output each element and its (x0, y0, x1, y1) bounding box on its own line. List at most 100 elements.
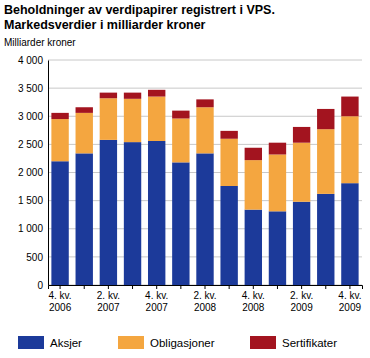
y-tick: 1 000 (18, 223, 48, 234)
bar (220, 139, 237, 186)
x-tick (277, 285, 278, 289)
legend-label: Sertifikater (282, 337, 337, 349)
legend-label: Aksjer (50, 337, 82, 349)
bar (269, 155, 286, 212)
bar (341, 97, 358, 117)
bar (51, 113, 68, 119)
bar (196, 153, 213, 285)
bar (293, 143, 310, 202)
y-tick-label: 2 500 (18, 139, 43, 150)
y-tick: 3 500 (18, 83, 48, 94)
bar (220, 186, 237, 285)
y-axis-line (48, 61, 49, 286)
bar (148, 97, 165, 141)
bar (245, 148, 262, 160)
x-tick-label: 2. kv.2009 (290, 290, 313, 313)
x-tick-mark (108, 285, 109, 289)
series (51, 90, 358, 160)
x-tick-mark (301, 285, 302, 289)
bar (100, 140, 117, 285)
y-tick: 0 (37, 280, 48, 291)
plot: 0 500 1 000 1 500 2 000 2 500 3 000 3 500 4 000 4… (18, 55, 363, 313)
x-tick: 4. kv.2006 (48, 285, 71, 313)
bar (245, 160, 262, 210)
x-tick (180, 285, 181, 289)
y-tick-label: 3 500 (18, 83, 43, 94)
bar (100, 98, 117, 140)
y-tick: 500 (26, 252, 48, 263)
bar (172, 119, 189, 163)
title: Beholdninger av verdipapirer registrert … (4, 3, 275, 17)
x-axis-line (49, 286, 363, 290)
bar (317, 109, 334, 129)
x-tick-label: 4. kv.2008 (242, 290, 265, 313)
y-tick: 4 000 (18, 55, 48, 66)
y-tick-label: 0 (37, 280, 43, 291)
bar (76, 107, 93, 113)
x-tick-label: 2. kv.2007 (97, 290, 120, 313)
y-tick-label: 500 (26, 252, 43, 263)
x-axis: 4. kv.2006 2. kv.2007 4. kv.2007 2. kv.2008… (48, 285, 362, 313)
x-tick (132, 285, 133, 289)
bar (269, 143, 286, 155)
x-tick (325, 285, 326, 289)
x-tick-mark (132, 285, 133, 289)
y-tick: 2 000 (18, 167, 48, 178)
x-tick (229, 285, 230, 289)
x-tick-label: 4. kv.2006 (48, 290, 71, 313)
x-tick-label: 4. kv.2007 (145, 290, 168, 313)
x-tick-mark (325, 285, 326, 289)
bar (148, 141, 165, 285)
bar (124, 142, 141, 285)
x-tick-mark (205, 285, 206, 289)
x-tick-mark (180, 285, 181, 289)
x-tick: 4. kv.2007 (145, 285, 168, 313)
bar (317, 194, 334, 285)
bar (76, 153, 93, 285)
bar (172, 111, 189, 119)
bar (51, 119, 68, 161)
x-tick-mark (253, 285, 254, 289)
bar (124, 99, 141, 142)
series (51, 140, 358, 285)
y-tick-label: 1 500 (18, 195, 43, 206)
bar (245, 210, 262, 285)
x-tick: 2. kv.2007 (97, 285, 120, 313)
grid-line (48, 60, 362, 61)
legend: Aksjer Obligasjoner Sertifikater (18, 336, 337, 349)
x-tick-mark (229, 285, 230, 289)
grid (48, 60, 362, 285)
x-tick: 4. kv.2009 (338, 285, 361, 313)
legend-item: Aksjer (18, 336, 82, 349)
chart: Beholdninger av verdipapirer registrert … (0, 0, 370, 358)
x-tick: 2. kv.2008 (193, 285, 216, 313)
bar (100, 93, 117, 99)
legend-item: Sertifikater (250, 336, 337, 349)
legend-item: Obligasjoner (118, 336, 215, 349)
grid-line (48, 88, 362, 89)
bar (51, 161, 68, 285)
bar (269, 211, 286, 285)
x-tick-label: 4. kv.2009 (338, 290, 361, 313)
series (51, 97, 358, 212)
legend-swatch (118, 336, 144, 349)
bar (196, 99, 213, 107)
y-tick: 1 500 (18, 195, 48, 206)
y-axis: 0 500 1 000 1 500 2 000 2 500 3 000 3 500 4 000 (18, 55, 49, 291)
legend-swatch (250, 336, 276, 349)
y-tick-label: 3 000 (18, 111, 43, 122)
y-tick-label: 1 000 (18, 223, 43, 234)
x-tick: 4. kv.2008 (242, 285, 265, 313)
subtitle: Markedsverdier i milliarder kroner (4, 18, 206, 32)
x-tick: 2. kv.2009 (290, 285, 313, 313)
y-tick-label: 2 000 (18, 167, 43, 178)
y-axis-title: Milliarder kroner (4, 37, 76, 48)
x-tick-mark (156, 285, 157, 289)
bar (293, 127, 310, 143)
bar (317, 129, 334, 194)
y-tick: 3 000 (18, 111, 48, 122)
bar (172, 162, 189, 285)
legend-label: Obligasjoner (150, 337, 215, 349)
y-tick-label: 4 000 (18, 55, 43, 66)
legend-swatch (18, 336, 44, 349)
